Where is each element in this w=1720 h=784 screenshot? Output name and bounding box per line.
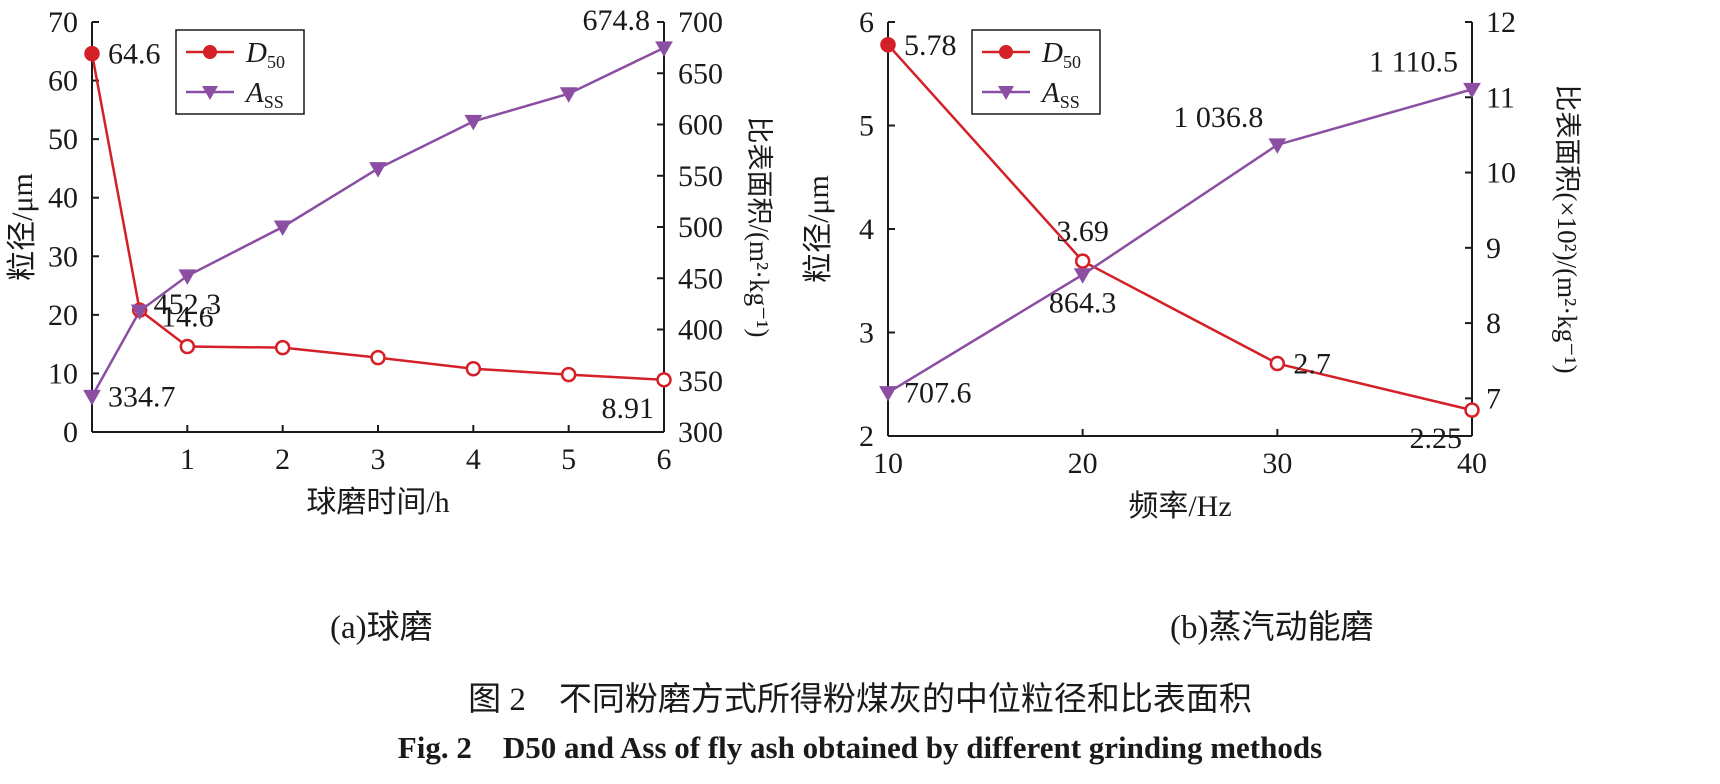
ass-marker xyxy=(369,162,387,178)
series-line-d50 xyxy=(90,53,665,382)
data-label: 5.78 xyxy=(904,29,957,62)
series-line-ass xyxy=(887,88,1473,394)
x-tick-label: 5 xyxy=(561,443,576,476)
ass-marker xyxy=(130,304,149,321)
left-y-tick-label: 6 xyxy=(859,6,874,39)
ass-marker xyxy=(1463,82,1481,99)
d50-marker xyxy=(560,366,577,383)
left-y-tick-label: 2 xyxy=(859,420,874,453)
left-y-axis-title: 粒径/μm xyxy=(6,173,39,281)
right-y-tick-label: 650 xyxy=(678,57,723,90)
right-y-tick-label: 10 xyxy=(1486,157,1516,190)
d50-marker xyxy=(465,360,482,377)
ass-marker xyxy=(464,114,483,131)
right-y-tick-label: 11 xyxy=(1486,81,1515,114)
x-tick-label: 6 xyxy=(657,443,672,476)
data-label: 2.7 xyxy=(1293,348,1331,381)
right-y-tick-label: 550 xyxy=(678,160,723,193)
right-y-tick-label: 400 xyxy=(678,314,723,347)
right-y-tick-label: 8 xyxy=(1486,307,1501,340)
legend-marker-d50 xyxy=(203,45,217,59)
chart-b: 10 20 30 40 2 3 4 5 6 7 8 9 10 11 12 频率/Hz 粒径/μm 比表面积(×10… xyxy=(802,6,1582,523)
right-y-tick-label: 600 xyxy=(678,109,723,142)
ass-marker xyxy=(1268,138,1287,154)
subcaption-a: (a)球磨 xyxy=(330,610,433,646)
data-label: 674.8 xyxy=(583,4,651,37)
right-y-tick-label: 350 xyxy=(678,365,723,398)
legend-box xyxy=(175,29,305,115)
figure-caption-english: Fig. 2 D50 and Ass of fly ash obtained b… xyxy=(397,730,1323,765)
right-y-tick-label: 12 xyxy=(1486,6,1516,39)
ass-marker xyxy=(178,269,197,285)
right-y-tick-label: 9 xyxy=(1486,232,1501,265)
d50-marker xyxy=(880,37,896,53)
right-y-tick-label: 450 xyxy=(678,262,723,295)
right-y-tick-label: 7 xyxy=(1486,382,1501,415)
x-tick-label: 4 xyxy=(466,443,481,476)
d50-marker xyxy=(84,45,100,62)
d50-marker xyxy=(1074,253,1091,269)
data-label: 64.6 xyxy=(108,38,161,71)
x-axis-title: 球磨时间/h xyxy=(306,486,449,519)
ass-marker xyxy=(559,87,578,103)
x-tick-label: 10 xyxy=(873,447,903,480)
legend-label: D50 xyxy=(1041,37,1081,72)
chart-a: 1 2 3 4 5 60102030405060703003504004505005506… xyxy=(6,4,774,519)
data-label: 334.7 xyxy=(108,380,176,413)
x-tick-label: 2 xyxy=(275,443,290,476)
left-y-tick-label: 50 xyxy=(48,123,78,156)
ass-marker xyxy=(879,386,897,402)
left-y-tick-label: 5 xyxy=(859,110,874,143)
right-y-tick-label: 500 xyxy=(678,211,723,244)
ass-marker xyxy=(83,389,101,406)
left-y-tick-label: 10 xyxy=(48,357,78,390)
d50-marker xyxy=(656,372,672,388)
x-tick-label: 20 xyxy=(1068,447,1098,480)
right-y-tick-label: 300 xyxy=(678,416,723,449)
x-tick-label: 1 xyxy=(180,443,195,476)
data-label: 1 036.8 xyxy=(1173,101,1263,134)
ass-marker xyxy=(1073,268,1092,284)
right-y-tick-label: 700 xyxy=(678,6,723,39)
legend-marker-ass xyxy=(202,86,218,100)
left-y-axis-title: 粒径/μm xyxy=(802,175,835,283)
d50-marker xyxy=(274,339,291,356)
left-y-tick-label: 60 xyxy=(48,65,78,98)
data-label: 452.3 xyxy=(154,288,222,321)
data-label: 3.69 xyxy=(1056,215,1109,248)
data-label: 14.6 xyxy=(161,300,214,333)
legend-marker-ass xyxy=(998,86,1014,100)
right-y-axis-title: 比表面积(×10²)/(m²·kg⁻¹) xyxy=(1552,84,1582,373)
d50-marker xyxy=(370,349,386,366)
subcaption-b: (b)蒸汽动能磨 xyxy=(1170,610,1374,646)
x-tick-label: 40 xyxy=(1457,447,1487,480)
left-y-tick-label: 0 xyxy=(63,416,78,449)
left-y-tick-label: 70 xyxy=(48,6,78,39)
x-tick-label: 30 xyxy=(1262,447,1292,480)
legend-marker-d50 xyxy=(999,45,1013,59)
x-tick-label: 3 xyxy=(371,443,386,476)
left-y-tick-label: 40 xyxy=(48,182,78,215)
data-label: 1 110.5 xyxy=(1369,45,1458,78)
left-y-tick-label: 4 xyxy=(859,213,874,246)
left-y-tick-label: 20 xyxy=(48,299,78,332)
figure-caption-chinese: 图 2 不同粉磨方式所得粉煤灰的中位粒径和比表面积 xyxy=(468,682,1252,718)
x-axis-title: 频率/Hz xyxy=(1128,490,1231,523)
d50-marker xyxy=(179,338,196,355)
data-label: 8.91 xyxy=(602,392,655,425)
data-label: 864.3 xyxy=(1049,287,1117,320)
series-line-d50 xyxy=(887,43,1473,412)
left-y-tick-label: 3 xyxy=(859,317,874,350)
d50-marker xyxy=(1464,402,1480,418)
ass-marker xyxy=(273,220,292,237)
left-y-tick-label: 30 xyxy=(48,240,78,273)
d50-marker xyxy=(1269,355,1286,372)
right-y-axis-title: 比表面积/(m²·kg⁻¹) xyxy=(744,117,774,338)
legend-box xyxy=(971,29,1101,115)
data-label: 707.6 xyxy=(904,377,972,410)
data-label: 2.25 xyxy=(1410,422,1463,455)
ass-marker xyxy=(655,41,673,57)
